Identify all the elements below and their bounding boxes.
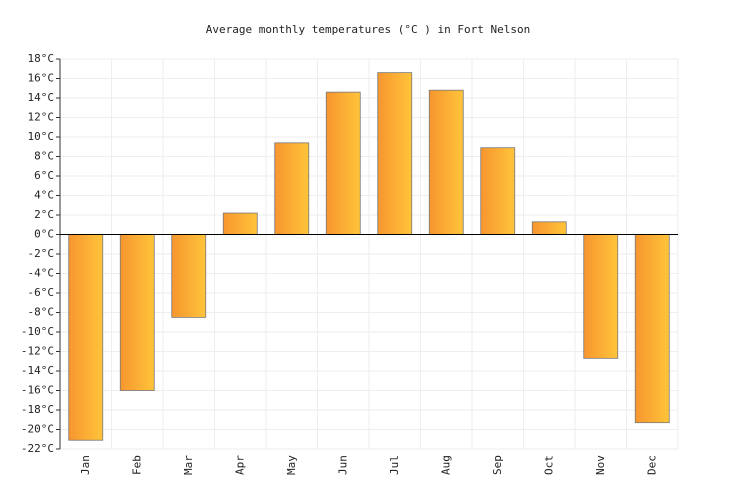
bar bbox=[583, 234, 619, 359]
y-tick-label: -8°C bbox=[28, 306, 55, 319]
y-tick-label: -6°C bbox=[28, 286, 55, 299]
x-tick-label: Mar bbox=[182, 455, 195, 475]
bar bbox=[634, 234, 670, 424]
y-tick-label: 8°C bbox=[34, 150, 54, 163]
bar bbox=[68, 234, 104, 441]
bar bbox=[480, 147, 516, 235]
x-tick-label: Jun bbox=[336, 455, 349, 475]
y-tick-label: 6°C bbox=[34, 169, 54, 182]
bar bbox=[377, 72, 413, 235]
bar bbox=[531, 221, 567, 235]
y-tick-label: 12°C bbox=[28, 111, 55, 124]
y-tick-label: 14°C bbox=[28, 91, 55, 104]
y-tick-label: -14°C bbox=[21, 364, 54, 377]
x-tick-label: Oct bbox=[542, 455, 555, 475]
bar bbox=[119, 234, 155, 391]
x-tick-label: Apr bbox=[233, 455, 246, 475]
bar bbox=[325, 91, 361, 235]
y-tick-label: -10°C bbox=[21, 325, 54, 338]
y-tick-label: 4°C bbox=[34, 189, 54, 202]
y-tick-label: -18°C bbox=[21, 403, 54, 416]
x-tick-label: Jul bbox=[388, 455, 401, 475]
x-tick-label: Aug bbox=[439, 455, 452, 475]
y-tick-label: -12°C bbox=[21, 345, 54, 358]
chart-title: Average monthly temperatures (°C ) in Fo… bbox=[206, 23, 531, 36]
bar bbox=[222, 212, 258, 235]
bar bbox=[274, 142, 310, 235]
y-tick-label: 16°C bbox=[28, 72, 55, 85]
y-tick-label: -16°C bbox=[21, 384, 54, 397]
bar bbox=[428, 89, 464, 235]
x-tick-label: Nov bbox=[594, 455, 607, 475]
y-tick-label: -22°C bbox=[21, 442, 54, 455]
y-tick-label: 10°C bbox=[28, 130, 55, 143]
y-tick-label: 0°C bbox=[34, 228, 54, 241]
x-tick-label: May bbox=[285, 455, 298, 475]
y-tick-label: 2°C bbox=[34, 208, 54, 221]
x-tick-label: Dec bbox=[645, 455, 658, 475]
x-tick-label: Sep bbox=[491, 455, 504, 475]
y-tick-label: -20°C bbox=[21, 423, 54, 436]
x-tick-label: Jan bbox=[79, 455, 92, 475]
y-tick-label: -4°C bbox=[28, 267, 55, 280]
x-tick-label: Feb bbox=[130, 455, 143, 475]
y-tick-label: 18°C bbox=[28, 52, 55, 65]
bar bbox=[171, 234, 207, 318]
y-tick-label: -2°C bbox=[28, 247, 55, 260]
